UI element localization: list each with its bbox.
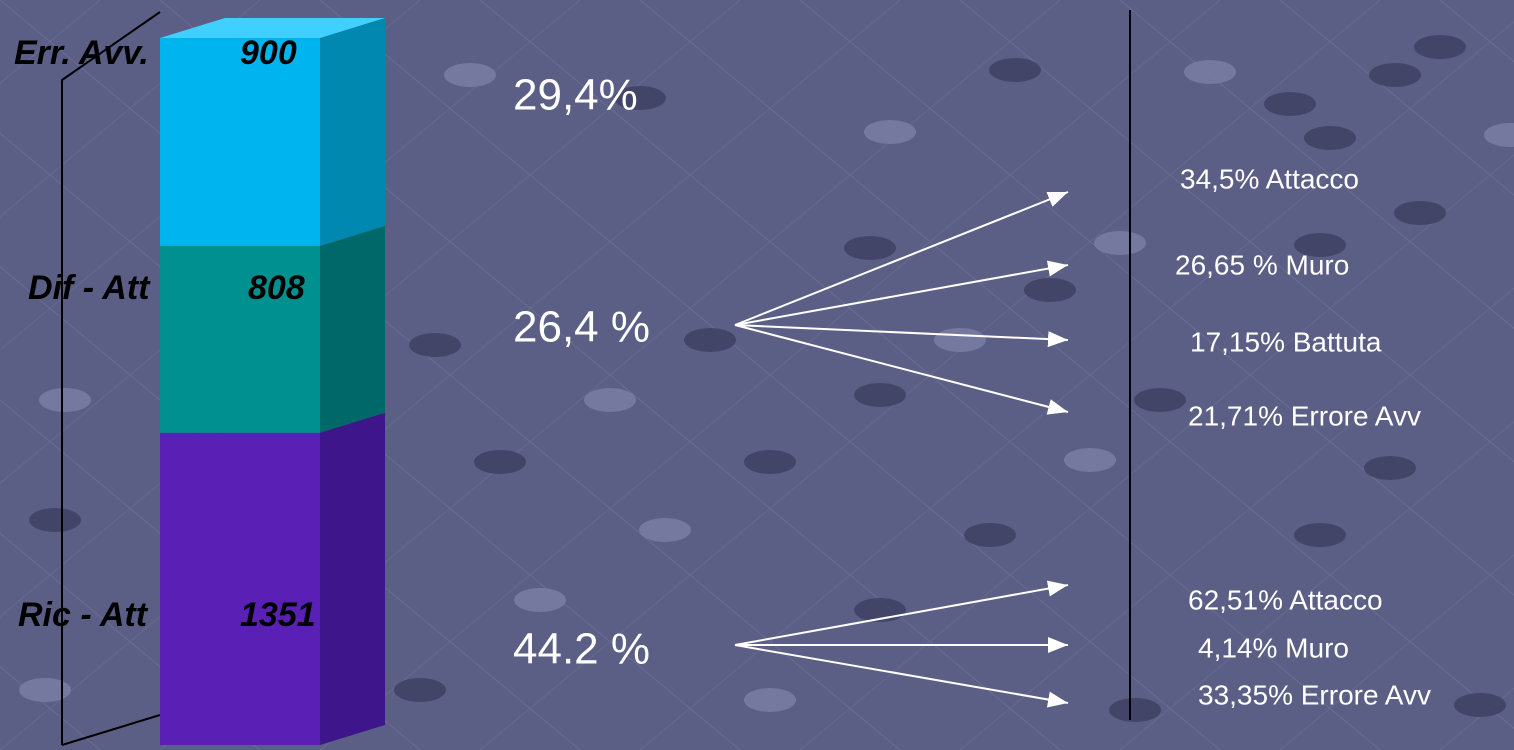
pattern-dot xyxy=(1304,126,1356,150)
pattern-dot xyxy=(1094,231,1146,255)
share-label: 44.2 % xyxy=(513,625,650,674)
pattern-dot xyxy=(1484,123,1514,147)
breakdown-label: 33,35% Errore Avv xyxy=(1198,679,1431,710)
pattern-dot xyxy=(744,688,796,712)
pattern-line xyxy=(799,154,1514,750)
breakdown-label: 4,14% Muro xyxy=(1198,632,1349,663)
share-label: 29,4% xyxy=(513,71,638,120)
breakdown-label: 21,71% Errore Avv xyxy=(1188,400,1421,431)
pattern-dot xyxy=(1024,278,1076,302)
breakdown-label: 26,65 % Muro xyxy=(1175,249,1349,280)
arrow xyxy=(734,324,1069,348)
pattern-dot xyxy=(1064,448,1116,472)
pattern-line xyxy=(0,0,581,484)
value-label: 808 xyxy=(248,269,305,307)
bar-side xyxy=(320,18,385,247)
pattern-line xyxy=(0,0,261,218)
arrow xyxy=(734,580,1069,646)
pattern-dot xyxy=(39,388,91,412)
bar-segment xyxy=(160,432,320,745)
pattern-dot xyxy=(1184,60,1236,84)
pattern-dot xyxy=(1294,233,1346,257)
bar-segment xyxy=(160,38,320,247)
category-label: Dif - Att xyxy=(28,269,151,307)
pattern-dot xyxy=(964,523,1016,547)
arrow xyxy=(734,191,1069,326)
chart: Ric - Att 1351 Dif - Att 808 Err. Avv. 900 xyxy=(14,11,385,746)
pattern-dot xyxy=(744,450,796,474)
pattern-line xyxy=(959,287,1514,750)
frame xyxy=(61,714,161,746)
pattern-line xyxy=(319,0,1221,750)
pattern-line xyxy=(1279,554,1514,750)
category-label: Err. Avv. xyxy=(14,34,149,72)
category-label: Ric - Att xyxy=(18,596,149,634)
share-label: 26,4 % xyxy=(513,303,650,352)
pattern-dot xyxy=(409,333,461,357)
bar-top xyxy=(160,18,385,38)
pattern-dot xyxy=(444,63,496,87)
pattern-line xyxy=(639,21,1514,750)
frame xyxy=(61,11,161,745)
breakdown-label: 62,51% Attacco xyxy=(1188,584,1383,615)
bar-side xyxy=(320,412,385,745)
pattern-dot xyxy=(19,678,71,702)
pattern-dot xyxy=(989,58,1041,82)
pattern-line xyxy=(1119,421,1514,750)
arrow xyxy=(734,644,1069,708)
arrow xyxy=(734,260,1069,326)
pattern-dot xyxy=(1394,201,1446,225)
pattern-dot xyxy=(639,518,691,542)
arrow xyxy=(734,324,1069,415)
pattern-dot xyxy=(864,120,916,144)
pattern-dot xyxy=(844,236,896,260)
pattern-dot xyxy=(1414,35,1466,59)
pattern-dot xyxy=(684,328,736,352)
pattern-dot xyxy=(474,450,526,474)
pattern-dot xyxy=(1364,456,1416,480)
pattern-dot xyxy=(1134,388,1186,412)
pattern-dot xyxy=(854,383,906,407)
pattern-line xyxy=(0,0,901,750)
pattern-dot xyxy=(584,388,636,412)
pattern-dot xyxy=(1454,693,1506,717)
pattern-dot xyxy=(1109,698,1161,722)
breakdown-label: 34,5% Attacco xyxy=(1180,163,1359,194)
breakdown-label: 17,15% Battuta xyxy=(1190,326,1382,357)
pattern-dot xyxy=(1294,523,1346,547)
value-label: 900 xyxy=(240,34,297,72)
bar-segment xyxy=(160,246,320,433)
bar-side xyxy=(320,226,385,433)
pattern-dot xyxy=(1264,92,1316,116)
pattern-line xyxy=(1119,0,1514,329)
pattern-dot xyxy=(514,588,566,612)
pattern-line xyxy=(1279,0,1514,196)
pattern-dot xyxy=(934,328,986,352)
value-label: 1351 xyxy=(240,596,316,634)
arrows: 44.2 % 62,51% Attacco 4,14% Muro 33,35% Err… xyxy=(513,71,1431,711)
pattern-dot xyxy=(614,86,666,110)
pattern-line xyxy=(0,532,261,750)
pattern-dot xyxy=(394,678,446,702)
pattern-dot xyxy=(1369,63,1421,87)
pattern-dot xyxy=(29,508,81,532)
